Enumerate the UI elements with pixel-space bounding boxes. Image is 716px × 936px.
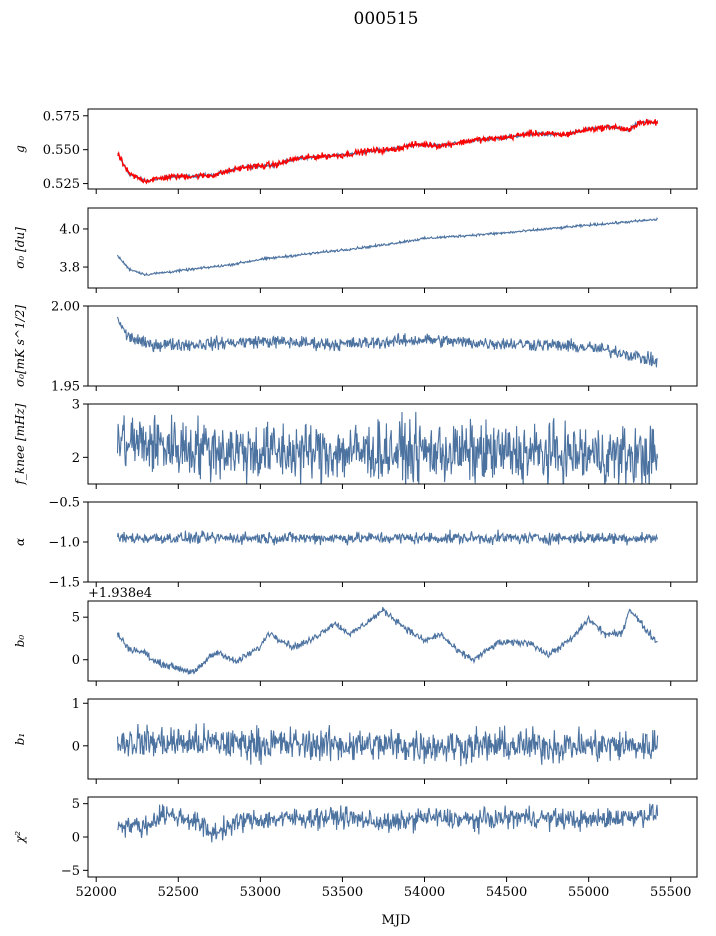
y-tick-label-alpha-2: −0.5 xyxy=(48,496,80,511)
y-tick-label-g-2: 0.575 xyxy=(43,109,80,124)
panels: 0.525 0.550 0.575 g 3.8 4.0 σ₀ [du] 1.95 2.00 σ₀[… xyxy=(13,108,698,900)
series-line-fknee-0 xyxy=(116,411,659,484)
series-line-g-1 xyxy=(116,118,659,185)
y-tick-label-g-0: 0.525 xyxy=(43,177,80,192)
y-tick-label-alpha-1: −1.0 xyxy=(48,536,80,551)
x-tick-label-4: 54000 xyxy=(404,885,445,900)
x-axis-label: MJD xyxy=(382,913,411,928)
axes-frame-sigma0 xyxy=(87,207,698,289)
axes-frame-b0 xyxy=(87,600,698,682)
y-axis-label-alpha: α xyxy=(13,538,27,546)
y-tick-label-chi2-1: 0 xyxy=(72,831,80,846)
x-tick-label-6: 55000 xyxy=(568,885,609,900)
y-tick-label-b0-0: 0 xyxy=(72,653,80,668)
series-line-sigma0-mk-0 xyxy=(116,316,658,368)
axes-frame-alpha xyxy=(87,501,698,583)
y-tick-label-chi2-0: −5 xyxy=(61,864,80,879)
series-line-alpha-0 xyxy=(116,529,659,547)
x-tick-label-1: 52500 xyxy=(158,885,199,900)
panel-sigma0-mk: 1.95 2.00 σ₀[mK s^1/2] xyxy=(13,300,698,395)
y-tick-label-chi2-2: 5 xyxy=(72,797,80,812)
panel-alpha: −1.5 −1.0 −0.5 α xyxy=(13,496,698,591)
x-tick-label-3: 53500 xyxy=(322,885,363,900)
panel-b0: 0 5 +1.938e4 b₀ xyxy=(13,586,698,686)
y-tick-label-fknee-1: 3 xyxy=(72,398,80,413)
figure-title: 000515 xyxy=(354,9,419,29)
series-line-chi2-0 xyxy=(117,803,659,843)
panel-chi2: −5 0 5 52000 52500 53000 53500 54000 54500 55000 5… xyxy=(13,796,698,900)
y-tick-label-sigma0-1: 4.0 xyxy=(59,222,80,237)
panel-sigma0: 3.8 4.0 σ₀ [du] xyxy=(13,207,698,293)
x-tick-label-7: 55500 xyxy=(650,885,691,900)
y-tick-label-alpha-0: −1.5 xyxy=(48,576,80,591)
y-tick-label-fknee-0: 2 xyxy=(72,451,80,466)
y-tick-label-sigma0-mk-0: 1.95 xyxy=(51,380,80,395)
panel-fknee: 2 3 f_knee [mHz] xyxy=(13,398,698,489)
y-tick-label-b0-1: 5 xyxy=(72,611,80,626)
axes-frame-chi2 xyxy=(87,796,698,878)
series-line-sigma0-0 xyxy=(117,217,659,277)
x-tick-label-0: 52000 xyxy=(76,885,117,900)
y-axis-label-b0: b₀ xyxy=(13,635,27,648)
panel-b1: 0 1 b₁ xyxy=(13,697,698,784)
y-tick-label-b1-1: 1 xyxy=(72,697,80,712)
y-axis-label-sigma0: σ₀ [du] xyxy=(13,227,27,269)
y-tick-label-g-1: 0.550 xyxy=(43,143,80,158)
x-tick-label-2: 53000 xyxy=(240,885,281,900)
y-axis-label-b1: b₁ xyxy=(13,733,27,746)
axes-frame-sigma0-mk xyxy=(87,305,698,387)
series-line-b1-0 xyxy=(116,723,659,767)
y-axis-label-fknee: f_knee [mHz] xyxy=(13,403,27,485)
y-tick-label-sigma0-0: 3.8 xyxy=(59,261,80,276)
offset-text-b0: +1.938e4 xyxy=(88,586,152,601)
y-axis-label-sigma0-mk: σ₀[mK s^1/2] xyxy=(13,305,27,387)
axes-frame-b1 xyxy=(87,698,698,780)
y-tick-label-b1-0: 0 xyxy=(72,739,80,754)
x-tick-label-5: 54500 xyxy=(486,885,527,900)
axes-frame-fknee xyxy=(87,403,698,485)
panel-g: 0.525 0.550 0.575 g xyxy=(13,108,698,194)
axes-frame-g xyxy=(87,108,698,190)
y-axis-label-chi2: χ² xyxy=(13,831,27,844)
series-line-b0-0 xyxy=(116,607,658,675)
y-tick-label-sigma0-mk-1: 2.00 xyxy=(51,300,80,315)
y-axis-label-g: g xyxy=(13,145,27,153)
